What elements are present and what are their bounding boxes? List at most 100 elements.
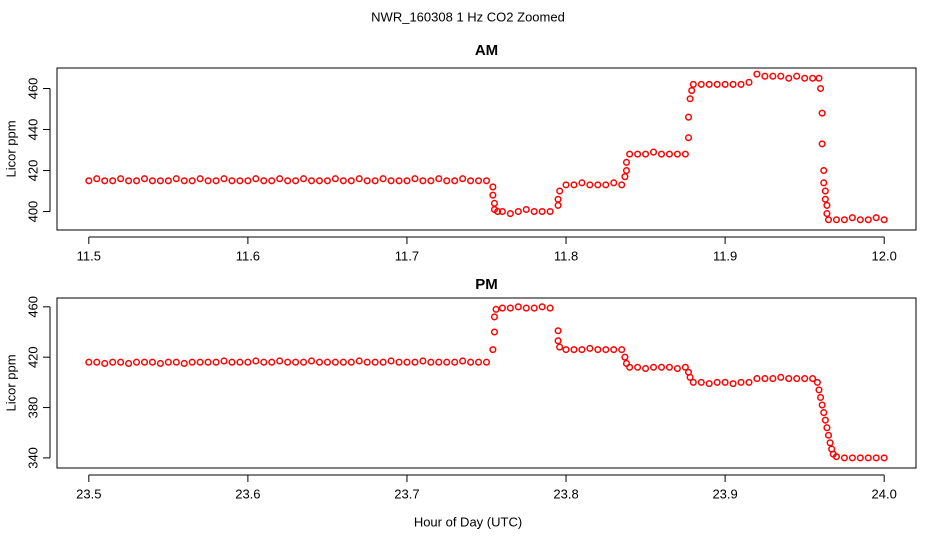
data-point [489, 346, 497, 354]
data-point [156, 359, 164, 368]
data-point [818, 140, 826, 148]
data-point [554, 195, 562, 203]
data-point [522, 304, 530, 312]
x-tick-label: 11.7 [395, 248, 419, 263]
data-point [815, 74, 823, 82]
data-point [673, 364, 681, 373]
data-point [387, 177, 395, 185]
data-point [649, 148, 658, 156]
data-point [823, 424, 831, 432]
panel-title: AM [475, 42, 498, 59]
data-point [793, 72, 801, 80]
data-point [856, 216, 864, 224]
data-point [872, 214, 880, 222]
data-point [864, 216, 872, 224]
data-point [490, 199, 499, 207]
data-point [474, 358, 483, 366]
data-point [85, 177, 93, 185]
plot-frame [56, 297, 917, 469]
data-point [681, 150, 689, 158]
data-point [276, 175, 284, 183]
data-point [618, 346, 626, 354]
data-point [148, 177, 156, 185]
data-point [602, 346, 610, 354]
data-point [586, 344, 594, 352]
data-point [809, 375, 817, 383]
data-point [403, 177, 411, 185]
data-point [236, 177, 244, 185]
data-point [729, 80, 737, 88]
data-point [427, 177, 435, 185]
data-point [686, 95, 694, 103]
data-point [880, 216, 888, 224]
data-point [474, 177, 483, 185]
data-point [331, 175, 339, 183]
data-point [172, 358, 180, 366]
data-point [823, 201, 831, 209]
data-point [761, 72, 769, 80]
data-point [622, 166, 631, 175]
data-point [347, 358, 355, 366]
data-point [642, 364, 650, 373]
data-point [482, 358, 491, 366]
data-point [101, 177, 109, 185]
data-point [864, 454, 872, 462]
data-point [848, 214, 856, 222]
data-point [769, 72, 777, 80]
data-point [300, 358, 308, 366]
data-point [821, 416, 829, 424]
data-point [570, 346, 578, 354]
data-point [403, 358, 411, 366]
data-point [681, 363, 689, 371]
data-point [848, 454, 856, 462]
data-point [815, 386, 823, 394]
data-point [657, 363, 666, 371]
data-point [188, 358, 196, 366]
data-point [395, 177, 403, 185]
data-point [824, 216, 833, 224]
data-point [634, 363, 642, 371]
data-point [117, 175, 125, 183]
data-point [684, 113, 693, 121]
data-point [371, 177, 379, 185]
data-point [554, 327, 562, 335]
data-point [621, 173, 629, 181]
y-tick-label: 460 [25, 296, 40, 318]
data-point [809, 74, 817, 82]
data-point [817, 84, 825, 93]
plot-frame [56, 67, 917, 231]
data-point [347, 177, 355, 185]
data-point [769, 375, 777, 383]
x-tick-label: 23.9 [712, 486, 737, 501]
data-point [705, 80, 713, 88]
data-point [745, 378, 753, 386]
data-point [562, 346, 570, 354]
data-point [148, 358, 156, 366]
data-point [657, 150, 666, 158]
chart-title: NWR_160308 1 Hz CO2 Zoomed [371, 9, 565, 24]
data-point [228, 358, 236, 366]
data-point [109, 358, 117, 366]
data-point [244, 358, 252, 366]
data-point [284, 358, 292, 366]
data-point [252, 357, 260, 365]
data-point [379, 175, 387, 183]
data-point [594, 181, 602, 189]
data-point [872, 454, 880, 462]
data-point [821, 187, 829, 195]
data-point [554, 337, 562, 345]
data-point [673, 150, 681, 158]
data-point [443, 358, 451, 366]
data-point [820, 179, 828, 187]
data-point [570, 181, 578, 189]
data-point [268, 177, 276, 185]
x-tick-label: 11.9 [713, 248, 737, 263]
data-point [451, 358, 459, 366]
x-tick-label: 23.6 [235, 486, 260, 501]
data-point [689, 80, 697, 88]
data-point [785, 375, 793, 383]
data-point [339, 358, 347, 366]
data-point [284, 177, 292, 185]
data-point [339, 177, 347, 185]
data-point [665, 363, 673, 371]
